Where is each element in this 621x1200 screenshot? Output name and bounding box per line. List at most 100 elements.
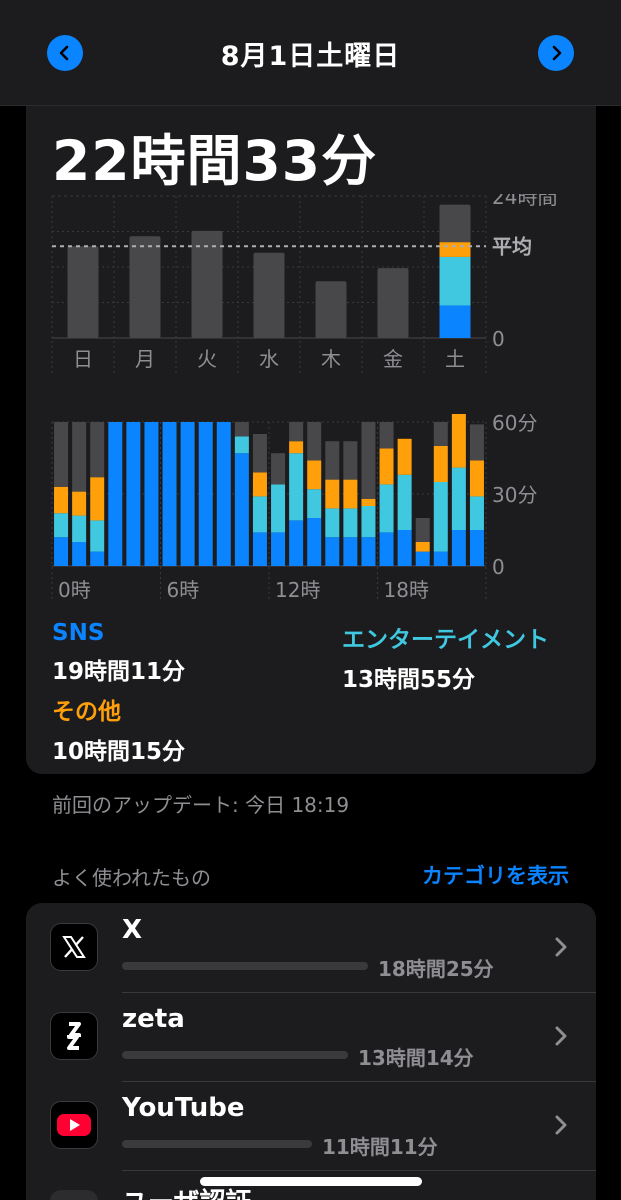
legend-other-label: その他	[52, 699, 121, 725]
hour-bar-segment	[451, 530, 466, 566]
home-indicator	[200, 1177, 422, 1186]
hour-bar-segment	[469, 530, 484, 566]
hour-bar-segment	[361, 498, 376, 506]
app-usage-time: 11時間11分	[322, 1135, 438, 1159]
hour-bar-segment	[307, 422, 322, 461]
chevron-right-icon	[555, 937, 567, 957]
hour-bar-segment	[379, 422, 394, 449]
hour-bar-segment	[307, 489, 322, 518]
last-updated: 前回のアップデート: 今日 18:19	[52, 793, 350, 817]
app-row-x[interactable]: X 18時間25分	[26, 903, 596, 992]
hour-bar-segment	[397, 474, 412, 530]
hour-bar-segment	[271, 453, 286, 485]
hour-bar-segment	[289, 453, 304, 521]
app-row-zeta[interactable]: zeta 13時間14分	[26, 992, 596, 1081]
hour-bar-segment	[397, 530, 412, 566]
hour-bar-segment	[144, 422, 159, 566]
hour-label: 0時	[58, 578, 91, 602]
average-label: 平均	[492, 234, 532, 258]
hour-bar-segment	[397, 438, 412, 475]
hour-bar-segment	[234, 436, 249, 454]
legend-other: その他 10時間15分	[52, 692, 185, 766]
bar-today-entertainment	[439, 256, 471, 306]
hour-bar-segment	[433, 551, 448, 566]
divider	[122, 1081, 596, 1082]
hour-bar-segment	[325, 441, 340, 480]
next-day-button[interactable]	[538, 35, 574, 71]
globe-icon	[50, 1190, 98, 1200]
hour-bar-segment	[433, 482, 448, 552]
hour-bar-segment	[72, 422, 87, 492]
x-logo-icon	[50, 923, 98, 971]
hour-bar-segment	[469, 496, 484, 530]
hour-bar-segment	[54, 513, 69, 538]
page-title: 8月1日土曜日	[220, 41, 401, 72]
y-label-30: 30分	[492, 483, 537, 507]
y-label-60: 60分	[492, 414, 537, 435]
day-label: 月	[135, 347, 155, 371]
app-name: X	[122, 915, 143, 945]
chevron-right-icon	[555, 1026, 567, 1046]
hour-bar-segment	[162, 422, 177, 566]
y-max-label: 24時間	[492, 194, 557, 209]
hour-bar-segment	[126, 422, 141, 566]
hour-bar-segment	[451, 467, 466, 530]
legend-entertainment: エンターテイメント 13時間55分	[342, 620, 549, 694]
hour-bar-segment	[307, 460, 322, 490]
usage-summary-card: 22時間33分 日月火水木金土 24時間 平均 0 0時 6時 12時 18時 60分 30分 0…	[26, 106, 596, 774]
hour-bar-segment	[325, 479, 340, 509]
chevron-left-icon	[59, 45, 69, 61]
hour-label: 6時	[167, 578, 200, 602]
legend-other-time: 10時間15分	[52, 739, 186, 765]
hour-bar-segment	[343, 537, 358, 566]
day-label: 金	[383, 347, 403, 371]
hour-bar-segment	[361, 506, 376, 538]
hour-bar-segment	[54, 486, 69, 514]
hour-bar-segment	[451, 414, 466, 468]
hour-label: 12時	[275, 578, 320, 602]
day-label: 土	[445, 347, 465, 371]
legend-sns-time: 19時間11分	[52, 659, 186, 685]
divider	[122, 1170, 596, 1171]
hour-bar-segment	[379, 448, 394, 485]
bar-today-other	[439, 242, 471, 257]
day-label: 火	[197, 347, 217, 371]
hour-bar-segment	[289, 422, 304, 442]
hour-bar-segment	[234, 422, 249, 437]
day-label: 水	[259, 347, 279, 371]
usage-bar	[122, 1140, 312, 1148]
app-row-youtube[interactable]: YouTube 11時間11分	[26, 1081, 596, 1170]
day-label: 木	[321, 347, 341, 371]
hour-bar-segment	[379, 484, 394, 533]
legend-sns-label: SNS	[52, 620, 105, 646]
y-zero-label: 0	[492, 327, 505, 351]
app-name: zeta	[122, 1004, 185, 1034]
most-used-heading: よく使われたもの	[52, 866, 211, 890]
app-row-user-auth[interactable]: ユーザ認証	[26, 1170, 596, 1200]
legend-entertainment-label: エンターテイメント	[342, 627, 549, 653]
hour-bar-segment	[54, 537, 69, 566]
app-name: ユーザ認証	[122, 1182, 251, 1200]
hour-bar-segment	[289, 441, 304, 454]
bar-日	[67, 246, 99, 338]
hour-bar-segment	[72, 542, 87, 566]
hour-bar-segment	[415, 551, 430, 566]
previous-day-button[interactable]	[47, 35, 83, 71]
hour-bar-segment	[252, 472, 267, 497]
app-name: YouTube	[122, 1093, 245, 1123]
hour-bar-segment	[343, 441, 358, 480]
hour-bar-segment	[361, 537, 376, 566]
divider	[122, 992, 596, 993]
hour-bar-segment	[415, 518, 430, 542]
hour-bar-segment	[54, 422, 69, 487]
hour-bar-segment	[433, 446, 448, 482]
chevron-right-icon	[552, 45, 562, 61]
legend-entertainment-time: 13時間55分	[342, 667, 476, 693]
hour-bar-segment	[325, 508, 340, 538]
show-categories-link[interactable]: カテゴリを表示	[422, 864, 569, 888]
hour-bar-segment	[90, 477, 105, 521]
hour-bar-segment	[343, 508, 358, 538]
bar-火	[191, 230, 223, 338]
youtube-logo-icon	[50, 1101, 98, 1149]
usage-bar	[122, 962, 368, 970]
